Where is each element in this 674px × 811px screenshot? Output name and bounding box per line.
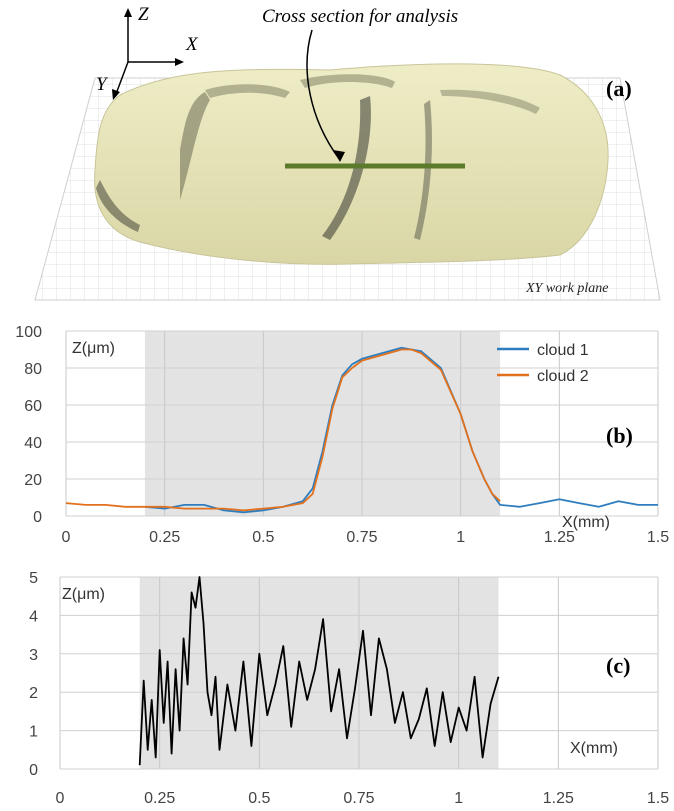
shaded-analysis-region <box>144 331 501 516</box>
legend-entry: cloud 1 <box>537 342 589 359</box>
y-axis-label: Z(μm) <box>72 340 115 357</box>
panel-b-label: (b) <box>606 423 633 448</box>
y-tick-label: 80 <box>24 361 42 378</box>
x-axis-arrowhead <box>175 58 184 66</box>
y-tick-label: 40 <box>24 435 42 452</box>
y-tick-label: 4 <box>29 608 38 625</box>
cross-section-annotation: Cross section for analysis <box>262 6 459 27</box>
y-axis-label: Y <box>96 74 107 95</box>
x-tick-label: 0.25 <box>144 790 175 807</box>
x-tick-label: 1.5 <box>647 790 669 807</box>
panel-c-label: (c) <box>606 653 631 678</box>
y-tick-label: 5 <box>29 570 38 587</box>
x-tick-label: 0.75 <box>346 529 377 545</box>
x-tick-label: 1 <box>454 790 463 807</box>
shaded-analysis-region <box>139 577 499 769</box>
x-tick-label: 1.25 <box>544 529 575 545</box>
embossed-feature-left <box>180 92 210 200</box>
series-line-cloud-2 <box>65 348 501 512</box>
x-tick-label: 1 <box>456 529 465 545</box>
y-tick-label: 20 <box>24 472 42 489</box>
x-tick-label: 0 <box>62 529 71 545</box>
panel-a-scan-figure <box>34 8 661 301</box>
y-tick-label: 2 <box>29 685 38 702</box>
x-axis-label: X(mm) <box>562 514 610 531</box>
x-tick-label: 1.5 <box>647 529 669 545</box>
y-tick-label: 3 <box>29 647 38 664</box>
annotation-arrow <box>306 29 341 161</box>
embossed-feature-right-2 <box>440 89 540 114</box>
y-tick-label: 60 <box>24 398 42 415</box>
x-tick-label: 1.25 <box>543 790 574 807</box>
panel-a-label: (a) <box>606 76 632 101</box>
y-tick-label: 0 <box>29 762 38 779</box>
embossed-feature-right <box>414 100 432 240</box>
embossed-feature-edge <box>96 180 140 232</box>
x-tick-label: 0.75 <box>343 790 374 807</box>
embossed-feature-middle-2 <box>300 74 395 88</box>
y-axis <box>115 61 129 95</box>
y-axis-arrowhead <box>112 89 120 100</box>
series-line-cloud-1 <box>144 346 658 514</box>
y-tick-label: 0 <box>33 509 42 526</box>
x-tick-label: 0.5 <box>248 790 270 807</box>
xy-work-plane-label: XY work plane <box>526 281 609 296</box>
panel-b-profile-chart: 0 0.25 0.5 0.75 1 1.25 1.5 0 20 40 60 80 100 Z(μm) X(m… <box>15 324 669 545</box>
x-tick-label: 0.25 <box>149 529 180 545</box>
legend-entry: cloud 2 <box>537 368 589 385</box>
x-axis-label: X(mm) <box>570 740 618 757</box>
panel-c-difference-chart: 0 0.25 0.5 0.75 1 1.25 1.5 0 1 2 3 4 5 Z(μm) X(mm) <box>29 570 669 807</box>
series-line-difference <box>138 576 500 766</box>
x-tick-label: 0.5 <box>252 529 274 545</box>
embossed-feature-left-2 <box>205 84 290 98</box>
x-tick-label: 0 <box>56 790 65 807</box>
y-axis-label: Z(μm) <box>62 586 105 603</box>
y-tick-label: 100 <box>15 324 42 341</box>
y-tick-label: 1 <box>29 724 38 741</box>
annotation-arrowhead <box>333 150 345 162</box>
z-axis-label: Z <box>138 4 149 25</box>
z-axis-arrowhead <box>124 8 132 17</box>
x-axis-label: X <box>186 34 198 55</box>
